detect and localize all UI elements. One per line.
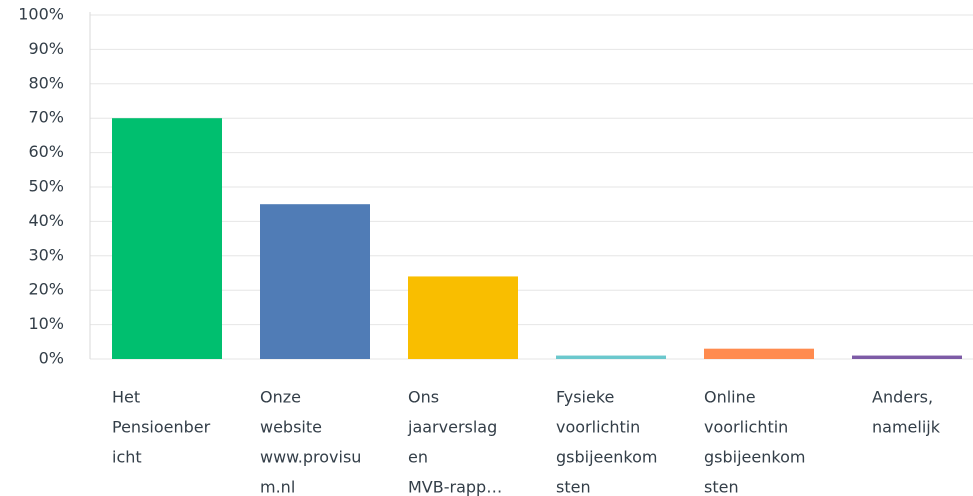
x-tick-label: www.provisu <box>260 448 361 467</box>
x-tick-label: voorlichtin <box>556 418 640 437</box>
x-tick-label: m.nl <box>260 478 295 496</box>
y-tick-label: 70% <box>28 108 64 127</box>
y-tick-label: 0% <box>39 349 64 368</box>
x-tick-label: website <box>260 418 322 437</box>
x-tick-label: Online <box>704 388 756 407</box>
x-tick-label: gsbijeenkom <box>556 448 657 467</box>
x-tick-label: en <box>408 448 428 467</box>
y-tick-label: 20% <box>28 280 64 299</box>
y-tick-label: 40% <box>28 211 64 230</box>
x-tick-label: Pensioenber <box>112 418 211 437</box>
bar <box>260 204 370 359</box>
x-tick-label: Fysieke <box>556 388 614 407</box>
y-tick-label: 50% <box>28 177 64 196</box>
y-tick-label: 90% <box>28 39 64 58</box>
y-tick-label: 80% <box>28 73 64 92</box>
x-tick-label: icht <box>112 448 142 467</box>
x-tick-label: voorlichtin <box>704 418 788 437</box>
x-tick-label: gsbijeenkom <box>704 448 805 467</box>
x-tick-label: namelijk <box>872 418 941 437</box>
x-tick-label: Onze <box>260 388 301 407</box>
y-tick-label: 60% <box>28 142 64 161</box>
bar <box>408 276 518 359</box>
x-tick-label: MVB-rapp… <box>408 478 502 496</box>
bar <box>852 355 962 359</box>
x-tick-label: Ons <box>408 388 439 407</box>
y-tick-label: 10% <box>28 314 64 333</box>
y-tick-label: 30% <box>28 245 64 264</box>
bar <box>556 355 666 359</box>
y-tick-label: 100% <box>18 5 64 24</box>
bar <box>112 118 222 359</box>
x-tick-label: jaarverslag <box>407 418 497 437</box>
x-tick-label: sten <box>556 478 591 496</box>
x-tick-label: sten <box>704 478 739 496</box>
x-tick-label: Anders, <box>872 388 933 407</box>
x-tick-label: Het <box>112 388 140 407</box>
bar <box>704 348 814 359</box>
